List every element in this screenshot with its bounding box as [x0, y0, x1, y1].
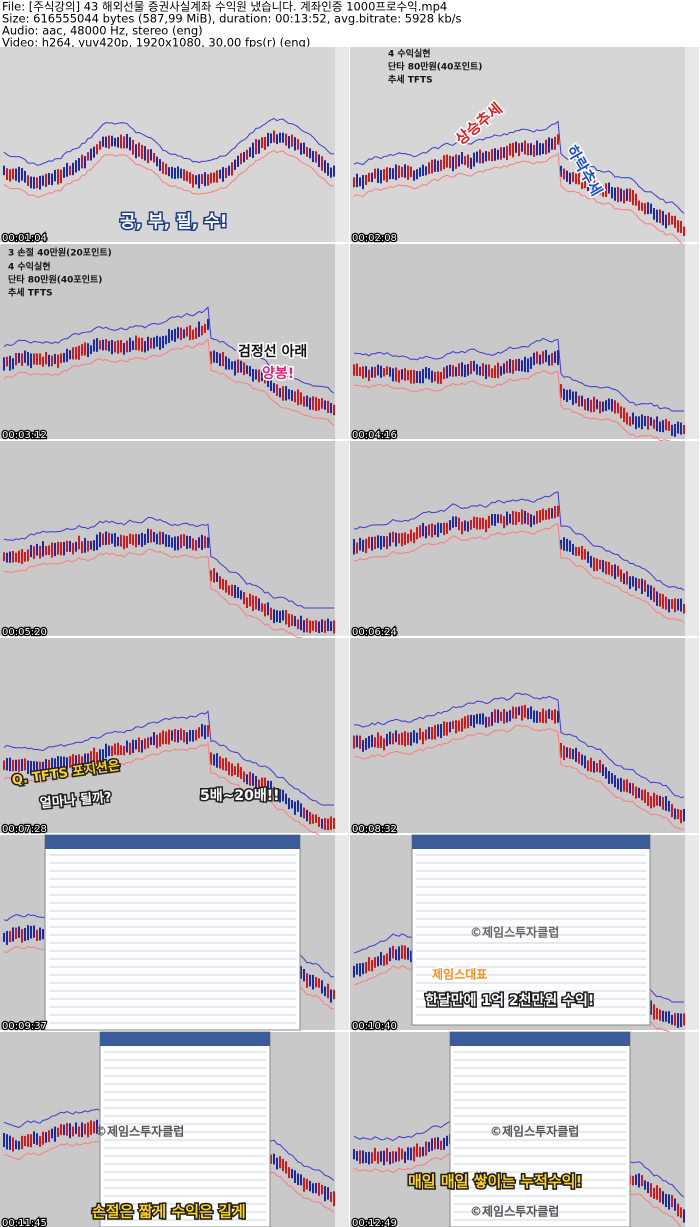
thumbnail: 00:09:37: [0, 834, 349, 1033]
trend-line: [353, 337, 684, 412]
header-line: Video: h264, yuv420p, 1920x1080, 30,00 f…: [2, 36, 310, 50]
thumbnail-frame: [350, 244, 699, 439]
trend-line: [353, 152, 685, 246]
timestamp: 00:05:20: [2, 627, 47, 638]
thumbnail-frame: [0, 47, 349, 242]
trend-line: [353, 692, 685, 799]
trend-line: [3, 117, 335, 166]
header-line: File: [주식강의] 43 해외선물 증권사실계좌 수익원 냈습니다. 계좌…: [2, 0, 447, 14]
trend-line: [3, 306, 335, 394]
caption: 단타 80만원(40포인트): [8, 274, 102, 286]
price-axis: [335, 47, 349, 242]
price-axis: [685, 244, 699, 439]
price-axis: [685, 441, 699, 636]
trend-line: [353, 523, 685, 623]
caption: 한달만에 1억 2천만원 수익!: [425, 992, 594, 1009]
trend-line: [3, 742, 334, 838]
caption: 양봉!: [262, 366, 294, 382]
trend-line: [3, 710, 334, 806]
price-axis: [335, 244, 349, 439]
trend-line: [3, 338, 335, 426]
caption: 5배~20배!!: [200, 788, 279, 804]
timestamp: 00:10:40: [352, 1021, 397, 1032]
caption: 추세 TFTS: [388, 74, 433, 86]
trend-line: [353, 491, 685, 591]
caption: 4 수익실현: [8, 261, 51, 273]
timestamp: 00:01:04: [2, 233, 47, 244]
caption: ©제임스투자클럽: [470, 1204, 559, 1219]
trend-line: [3, 149, 335, 198]
screenshot-panel: [449, 1031, 631, 1227]
price-axis: [685, 835, 699, 1030]
panel-toolbar: [412, 835, 650, 849]
timestamp: 00:06:24: [352, 627, 397, 638]
caption: ©제임스투자클럽: [95, 1124, 184, 1139]
header-line: Audio: aac, 48000 Hz, stereo (eng): [2, 24, 203, 38]
caption: 매일 매일 쌓이는 누적수익!: [408, 1173, 582, 1191]
trend-line: [353, 369, 684, 444]
caption: 3 손절 40만원(20포인트): [8, 247, 112, 259]
price-axis: [335, 441, 349, 636]
thumbnail: 00:06:24: [350, 441, 699, 639]
trend-line: [3, 516, 334, 609]
timestamp: 00:07:28: [2, 824, 47, 835]
thumbnail: 공, 부, 필, 수! 00:01:04: [0, 47, 349, 245]
price-axis: [685, 1032, 699, 1227]
panel-toolbar: [450, 1032, 630, 1046]
price-axis: [335, 638, 349, 833]
trend-line: [3, 548, 334, 641]
thumbnail: 00:08:32: [350, 638, 699, 836]
header-line: Size: 616555044 bytes (587,99 MiB), dura…: [2, 12, 462, 26]
panel-toolbar: [45, 835, 300, 849]
screenshot-panel: [99, 1031, 271, 1227]
caption: 단타 80만원(40포인트): [388, 61, 482, 73]
price-axis: [335, 835, 349, 1030]
price-axis: [685, 47, 699, 242]
caption: 공, 부, 필, 수!: [120, 212, 227, 232]
timestamp: 00:09:37: [2, 1021, 47, 1032]
trend-line: [353, 724, 685, 831]
screenshot-panel: [44, 834, 301, 1031]
price-axis: [685, 638, 699, 833]
timestamp: 00:02:08: [352, 233, 397, 244]
caption: 제임스대표: [432, 968, 487, 982]
screenshot-panel: [411, 834, 651, 1026]
caption: 손절은 짧게 수익은 길게: [92, 1203, 246, 1221]
caption: 4 수익실현: [388, 48, 431, 60]
caption: 추세 TFTS: [8, 287, 53, 299]
trend-line: [353, 120, 685, 214]
timestamp: 00:12:49: [352, 1218, 397, 1227]
timestamp: 00:11:45: [2, 1218, 47, 1227]
timestamp: 00:08:32: [352, 824, 397, 835]
timestamp: 00:04:16: [352, 430, 397, 441]
caption: 검정선 아래: [238, 343, 307, 360]
caption: ©제임스투자클럽: [490, 1124, 579, 1139]
price-axis: [335, 1032, 349, 1227]
timestamp: 00:03:12: [2, 430, 47, 441]
caption: ©제임스투자클럽: [470, 925, 559, 940]
panel-toolbar: [100, 1032, 270, 1046]
thumbnail: 00:04:16: [350, 244, 699, 444]
thumbnail: 00:05:20: [0, 441, 349, 641]
